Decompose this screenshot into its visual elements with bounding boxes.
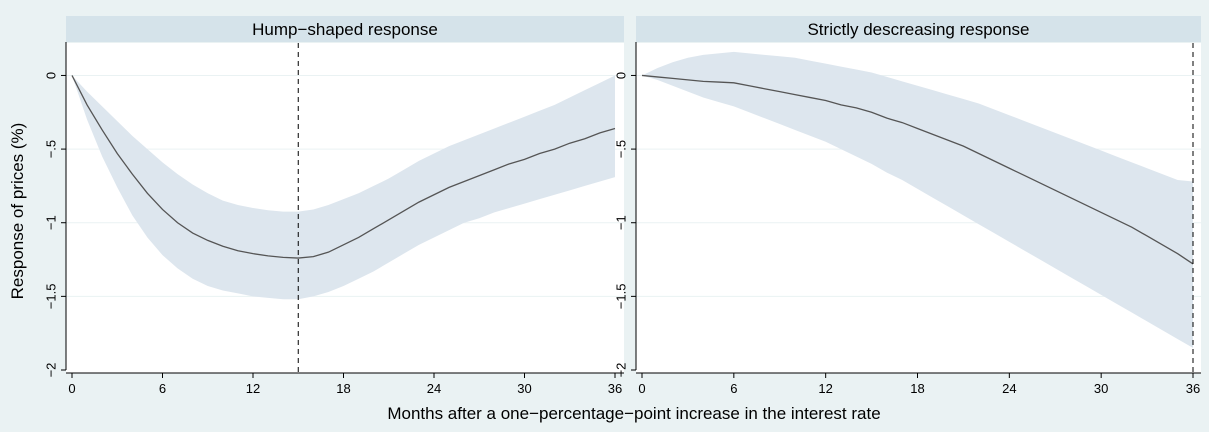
- panel-title: Hump−shaped response: [252, 20, 438, 39]
- x-tick-label: 30: [517, 381, 531, 396]
- x-tick-label: 6: [159, 381, 166, 396]
- y-tick-label: −2: [44, 363, 59, 378]
- y-tick-label: 0: [614, 72, 629, 79]
- panel-title-strip: [66, 16, 624, 42]
- panel-title: Strictly descreasing response: [807, 20, 1029, 39]
- y-tick-label: 0: [44, 72, 59, 79]
- y-tick-label: −1: [614, 215, 629, 230]
- panel-strictly-decreasing: Strictly descreasing response 0 −.5 −1 −1.5 −…: [614, 16, 1201, 396]
- x-tick-label: 0: [68, 381, 75, 396]
- estimate-line: [641, 74, 1194, 265]
- x-tick-label: 18: [910, 381, 924, 396]
- x-tick-label: 24: [1002, 381, 1016, 396]
- confidence-band: [72, 75, 615, 300]
- y-tick-label: −.5: [44, 140, 59, 158]
- x-tick-label: 0: [638, 381, 645, 396]
- x-tick-label: 18: [336, 381, 350, 396]
- x-tick-label: 12: [246, 381, 260, 396]
- y-axis-title: Response of prices (%): [8, 123, 27, 300]
- x-tick-label: 6: [730, 381, 737, 396]
- panel-title-strip: [636, 16, 1201, 42]
- x-axis-title: Months after a one−percentage−point incr…: [387, 404, 880, 423]
- y-tick-label: −1.5: [44, 284, 59, 310]
- panel-hump-shaped: Hump−shaped response 0 −.5 −1 −1.5 −2 0 6 12 18 24…: [44, 16, 624, 396]
- confidence-band: [642, 51, 1193, 348]
- x-tick-label: 30: [1094, 381, 1108, 396]
- x-tick-label: 36: [608, 381, 622, 396]
- y-tick-label: −.5: [614, 140, 629, 158]
- x-tick-label: 12: [818, 381, 832, 396]
- y-tick-label: −1.5: [614, 284, 629, 310]
- x-tick-label: 36: [1186, 381, 1200, 396]
- y-tick-label: −1: [44, 215, 59, 230]
- estimate-line: [71, 75, 616, 259]
- y-tick-label: −2: [614, 363, 629, 378]
- x-tick-label: 24: [427, 381, 441, 396]
